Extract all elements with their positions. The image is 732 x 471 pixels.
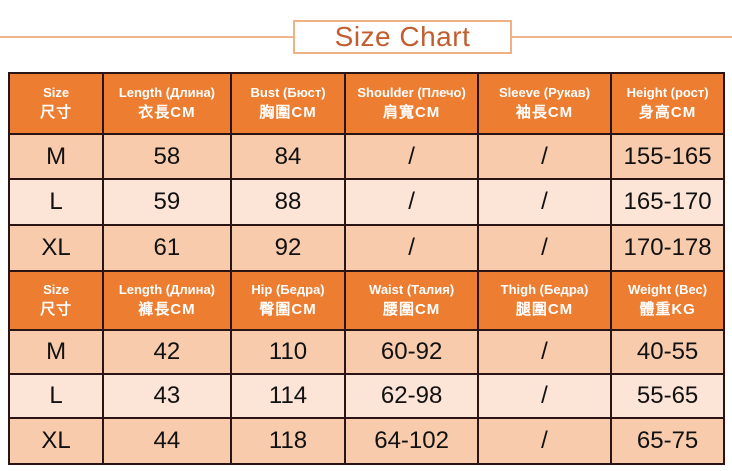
header-en: Weight (Вес)	[628, 282, 708, 298]
table-cell: 110	[231, 331, 345, 373]
header-cell-length-bottom: Length (Длина) 褲長CM	[104, 272, 230, 329]
table-cell: /	[478, 135, 611, 178]
header-zh: 尺寸	[40, 104, 73, 122]
table-cell: 92	[231, 226, 345, 270]
table-cell: /	[478, 375, 611, 417]
title-row: Size Chart	[0, 20, 732, 54]
header-en: Hip (Бедра)	[251, 282, 325, 298]
table-cell: 43	[104, 375, 230, 417]
header-zh: 胸圍CM	[259, 104, 317, 122]
table-cell: L	[10, 180, 103, 224]
title-rule-left	[0, 36, 293, 38]
header-cell-height: Height (рост) 身高CM	[612, 74, 723, 133]
table-cell: /	[478, 331, 611, 373]
header-en: Sleeve (Рукав)	[498, 85, 591, 101]
header-en: Waist (Талия)	[369, 282, 455, 298]
table-cell: M	[10, 135, 103, 178]
table-cell: /	[478, 226, 611, 270]
table-cell: /	[478, 419, 611, 463]
header-zh: 腿圍CM	[515, 301, 574, 319]
table-cell: XL	[10, 226, 103, 270]
table-cell: 65-75	[612, 419, 723, 463]
table-cell: XL	[10, 419, 103, 463]
table-cell: 118	[231, 419, 345, 463]
header-en: Bust (Бюст)	[250, 85, 326, 101]
header-zh: 尺寸	[40, 301, 73, 319]
table-cell: 64-102	[346, 419, 477, 463]
table-cell: 60-92	[346, 331, 477, 373]
header-cell-hip: Hip (Бедра) 臀圍CM	[231, 272, 345, 329]
table-cell: 42	[104, 331, 230, 373]
header-cell-sleeve: Sleeve (Рукав) 袖長CM	[478, 74, 611, 133]
table-cell: 40-55	[612, 331, 723, 373]
table-cell: 59	[104, 180, 230, 224]
table-cell: /	[346, 135, 477, 178]
header-cell-length-top: Length (Длина) 衣長CM	[104, 74, 230, 133]
table-cell: 165-170	[612, 180, 723, 224]
header-en: Size	[43, 282, 70, 298]
header-cell-size-bottom: Size 尺寸	[10, 272, 103, 329]
header-en: Shoulder (Плечо)	[357, 85, 466, 101]
table-cell: 84	[231, 135, 345, 178]
table-cell: 88	[231, 180, 345, 224]
header-en: Size	[43, 85, 70, 101]
page-title: Size Chart	[334, 21, 471, 52]
header-cell-bust: Bust (Бюст) 胸圍CM	[231, 74, 345, 133]
header-zh: 袖長CM	[515, 104, 574, 122]
title-rule-right	[512, 36, 732, 38]
table-cell: 58	[104, 135, 230, 178]
header-zh: 身高CM	[638, 104, 697, 122]
header-zh: 肩寬CM	[382, 104, 441, 122]
table-cell: M	[10, 331, 103, 373]
size-chart-title-box: Size Chart	[293, 20, 512, 54]
header-zh: 腰圍CM	[382, 301, 441, 319]
header-cell-waist: Waist (Талия) 腰圍CM	[346, 272, 477, 329]
table-cell: 55-65	[612, 375, 723, 417]
header-cell-size-top: Size 尺寸	[10, 74, 103, 133]
header-zh: 體重KG	[639, 301, 696, 319]
header-zh: 臀圍CM	[259, 301, 317, 319]
table-cell: /	[346, 180, 477, 224]
header-en: Length (Длина)	[118, 85, 215, 101]
table-cell: 44	[104, 419, 230, 463]
header-en: Height (рост)	[626, 85, 709, 101]
table-cell: L	[10, 375, 103, 417]
header-cell-thigh: Thigh (Бедра) 腿圍CM	[478, 272, 611, 329]
table-cell: /	[478, 180, 611, 224]
table-cell: 61	[104, 226, 230, 270]
header-zh: 褲長CM	[138, 301, 196, 319]
table-cell: 170-178	[612, 226, 723, 270]
header-cell-shoulder: Shoulder (Плечо) 肩寬CM	[346, 74, 477, 133]
header-en: Length (Длина)	[118, 282, 215, 298]
table-cell: 114	[231, 375, 345, 417]
header-en: Thigh (Бедра)	[500, 282, 589, 298]
table-cell: 62-98	[346, 375, 477, 417]
header-zh: 衣長CM	[138, 104, 196, 122]
table-cell: 155-165	[612, 135, 723, 178]
size-chart-table: Size 尺寸 Length (Длина) 衣長CM Bust (Бюст) …	[8, 72, 725, 465]
table-cell: /	[346, 226, 477, 270]
header-cell-weight: Weight (Вес) 體重KG	[612, 272, 723, 329]
